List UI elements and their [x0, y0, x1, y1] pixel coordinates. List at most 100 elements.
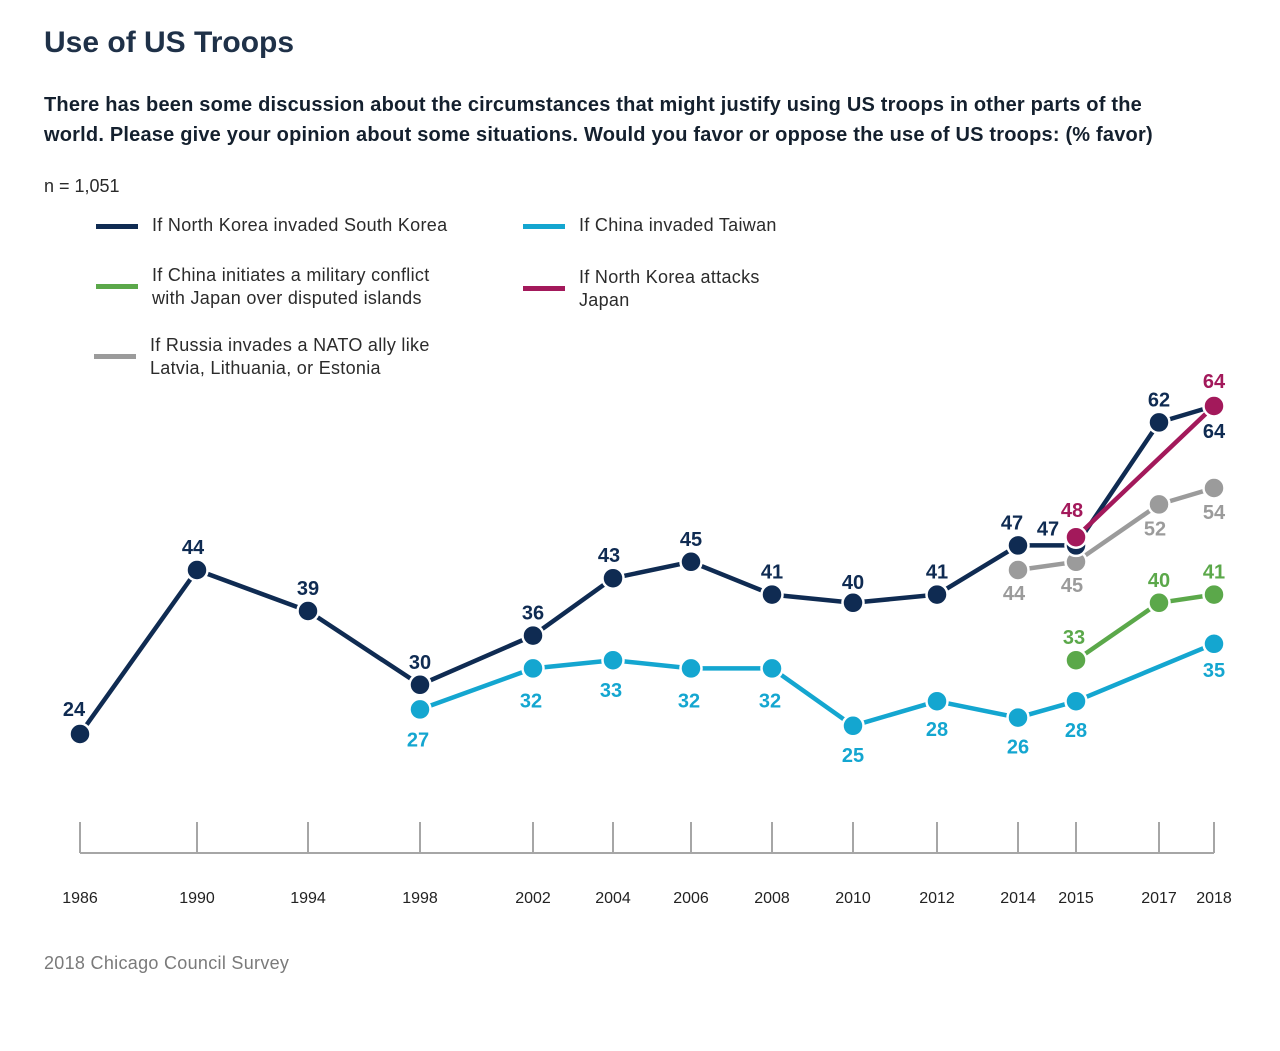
x-tick-label: 2010: [835, 890, 871, 907]
series-line: [77, 403, 1217, 737]
data-label: 25: [842, 745, 864, 767]
data-point: [1064, 648, 1088, 672]
data-point: [185, 558, 209, 582]
data-point: [679, 656, 703, 681]
data-point: [1202, 632, 1226, 656]
data-label: 28: [1065, 720, 1087, 742]
data-label: 44: [182, 537, 205, 559]
x-tick-label: 2015: [1058, 890, 1094, 907]
chart-subtitle: There has been some discussion about the…: [44, 94, 1153, 146]
legend-label: If China initiates a military conflict w…: [152, 265, 430, 308]
legend-swatch: [96, 224, 138, 229]
data-label: 45: [1061, 575, 1083, 597]
data-label: 28: [926, 719, 948, 741]
legend-item-north-korea-japan: If North Korea attacks Japan: [523, 266, 760, 312]
x-tick-label: 2008: [754, 890, 790, 907]
data-point: [1147, 591, 1171, 615]
data-point: [521, 623, 545, 648]
data-label: 39: [297, 578, 319, 600]
legend-label: If China invaded Taiwan: [579, 215, 777, 235]
legend-swatch: [523, 286, 565, 291]
data-point: [1147, 492, 1171, 517]
x-tick-label: 2002: [515, 890, 551, 907]
data-label: 33: [600, 680, 622, 702]
data-point: [841, 591, 865, 615]
series-line: [1073, 403, 1217, 540]
data-label: 41: [1203, 562, 1225, 584]
chart-title: Use of US Troops: [44, 26, 295, 59]
sample-size-note: n = 1,051: [44, 176, 120, 196]
data-label: 64: [1203, 421, 1226, 443]
data-point: [1006, 705, 1030, 730]
data-label: 26: [1007, 737, 1029, 759]
source-footer: 2018 Chicago Council Survey: [44, 953, 290, 973]
data-point: [1147, 410, 1171, 435]
x-tick-label: 2014: [1000, 890, 1036, 907]
data-point: [1006, 533, 1030, 558]
data-label: 45: [680, 529, 702, 551]
data-label: 41: [761, 562, 783, 584]
data-point: [679, 550, 703, 574]
series-line: [1015, 485, 1217, 573]
x-tick-label: 2018: [1196, 890, 1232, 907]
data-label: 35: [1203, 660, 1225, 682]
legend-item-north-korea-south-korea: If North Korea invaded South Korea: [96, 214, 447, 237]
legend-item-russia-nato: If Russia invades a NATO ally like Latvi…: [94, 334, 430, 380]
x-tick-label: 1998: [402, 890, 438, 907]
x-tick-label: 2004: [595, 890, 631, 907]
data-point: [601, 648, 625, 672]
data-point: [925, 689, 949, 713]
data-point: [68, 722, 92, 746]
data-label: 24: [63, 699, 86, 721]
data-label: 30: [409, 652, 431, 674]
data-point: [408, 673, 432, 697]
data-point: [1202, 394, 1226, 418]
data-label: 40: [1148, 570, 1170, 592]
x-tick-label: 2012: [919, 890, 955, 907]
data-point: [1202, 476, 1226, 500]
data-label: 32: [759, 690, 781, 712]
data-label: 64: [1203, 371, 1226, 393]
legend-item-china-japan: If China initiates a military conflict w…: [96, 264, 430, 310]
data-point: [1006, 558, 1030, 582]
legend-label: If North Korea attacks Japan: [579, 267, 760, 310]
series-line: [417, 641, 1217, 729]
data-point: [1202, 582, 1226, 607]
data-label: 41: [926, 562, 948, 584]
x-tick-label: 1986: [62, 890, 98, 907]
data-label: 44: [1003, 583, 1026, 605]
data-label: 48: [1061, 500, 1083, 522]
data-point: [760, 582, 784, 607]
legend-swatch: [523, 224, 565, 229]
legend-swatch: [96, 284, 138, 289]
legend-swatch: [94, 354, 136, 359]
data-label: 36: [522, 603, 544, 625]
x-tick-label: 1994: [290, 890, 326, 907]
data-label: 52: [1144, 518, 1166, 540]
data-label: 40: [842, 572, 864, 594]
legend-label: If Russia invades a NATO ally like Latvi…: [150, 335, 430, 378]
data-point: [296, 599, 320, 623]
legend-item-china-taiwan: If China invaded Taiwan: [523, 214, 777, 237]
data-label: 32: [678, 690, 700, 712]
data-point: [925, 582, 949, 607]
data-label: 47: [1037, 518, 1059, 540]
data-point: [1064, 689, 1088, 713]
data-point: [841, 714, 865, 738]
data-label: 27: [407, 729, 429, 751]
data-point: [408, 697, 432, 722]
data-point: [760, 656, 784, 681]
data-label: 62: [1148, 389, 1170, 411]
data-point: [1064, 525, 1088, 549]
data-label: 43: [598, 545, 620, 567]
x-tick-label: 1990: [179, 890, 215, 907]
x-tick-label: 2006: [673, 890, 709, 907]
data-point: [521, 656, 545, 681]
data-point: [601, 566, 625, 590]
data-label: 47: [1001, 512, 1023, 534]
data-label: 33: [1063, 627, 1085, 649]
x-tick-label: 2017: [1141, 890, 1177, 907]
legend-label: If North Korea invaded South Korea: [152, 215, 448, 235]
data-label: 54: [1203, 502, 1226, 524]
